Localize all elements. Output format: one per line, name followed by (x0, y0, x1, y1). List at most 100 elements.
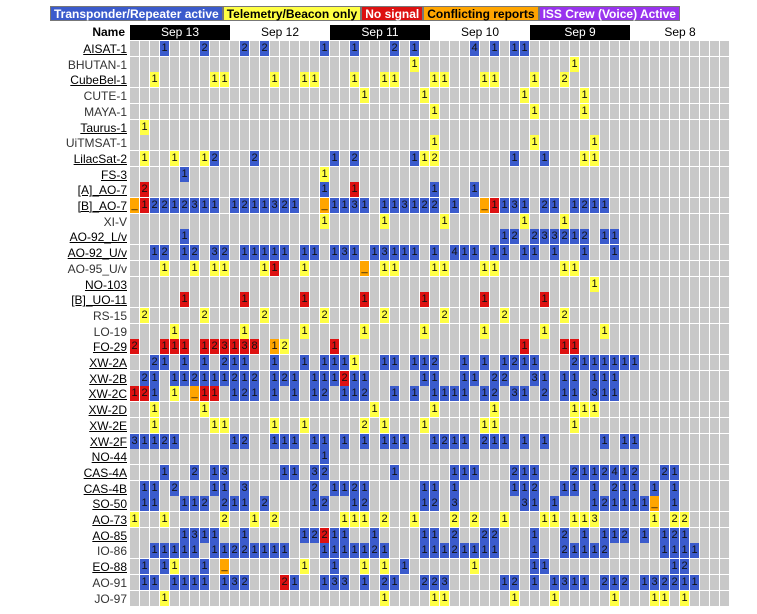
satellite-name[interactable]: FS-3 (100, 167, 127, 182)
status-cell (640, 56, 649, 72)
status-cell (440, 166, 449, 182)
status-cell (300, 88, 309, 104)
status-cell (630, 119, 639, 135)
status-cell (680, 72, 689, 88)
status-cell (160, 56, 169, 72)
satellite-name[interactable]: CAS-4B (83, 481, 127, 496)
status-cell (700, 103, 709, 119)
status-cell (710, 449, 719, 465)
status-cell: 1 (620, 355, 629, 370)
status-cell: 1 (580, 574, 589, 590)
status-cell (610, 512, 619, 527)
status-cell: 1 (630, 433, 639, 449)
status-cell: 1 (680, 543, 689, 559)
status-cell (460, 559, 469, 575)
status-cell: 1 (490, 245, 499, 261)
satellite-name[interactable]: [B]_AO-7 (77, 199, 127, 213)
status-cell (190, 276, 199, 292)
status-cell (370, 198, 379, 213)
satellite-name[interactable]: SO-50 (92, 497, 127, 512)
status-cell (420, 56, 429, 72)
satellite-name[interactable]: NO-44 (91, 450, 127, 465)
status-cell (430, 512, 439, 527)
satellite-name[interactable]: LilacSat-2 (73, 151, 127, 166)
satellite-name[interactable]: [A]_AO-7 (77, 183, 127, 198)
status-cell (700, 119, 709, 135)
status-cell (560, 464, 569, 480)
status-cell (250, 307, 259, 323)
status-cell (200, 119, 209, 135)
status-cell: 1 (180, 543, 189, 559)
satellite-name[interactable]: Taurus-1 (80, 120, 127, 135)
status-cell: 2 (230, 543, 239, 559)
status-cell (500, 323, 509, 339)
satellite-name: UiTMSAT-1 (65, 136, 127, 151)
satellite-name[interactable]: XW-2E (89, 418, 127, 433)
status-cell (620, 512, 629, 527)
satellite-name[interactable]: XW-2D (88, 403, 127, 418)
status-cell (460, 512, 469, 527)
status-cell (690, 135, 699, 151)
status-cell (420, 464, 429, 480)
status-cell (660, 260, 669, 276)
satellite-name[interactable]: NO-103 (84, 277, 127, 292)
status-cell (400, 307, 409, 323)
satellite-name[interactable]: CubeBel-1 (70, 73, 127, 88)
status-cell: 2 (200, 307, 209, 323)
status-cell (580, 213, 589, 229)
satellite-name[interactable]: AO-85 (92, 528, 127, 543)
status-cell (670, 41, 679, 56)
status-cell (460, 135, 469, 151)
status-cell: 1 (590, 150, 599, 166)
satellite-name[interactable]: XW-2B (89, 371, 127, 386)
satellite-name[interactable]: AO-92_L/v (69, 230, 127, 245)
status-cell: 1 (520, 41, 529, 56)
status-cell (570, 182, 579, 198)
status-cell (610, 56, 619, 72)
status-cell: 1 (300, 527, 309, 543)
status-cell: 1 (530, 72, 539, 88)
satellite-name[interactable]: XW-2A (89, 356, 127, 370)
satellite-name[interactable]: XW-2C (88, 387, 127, 402)
status-cell (320, 229, 329, 245)
status-cell (500, 103, 509, 119)
status-cell (370, 88, 379, 104)
status-cell (290, 276, 299, 292)
status-cell (130, 464, 139, 480)
status-cell (610, 41, 619, 56)
status-cell (200, 292, 209, 308)
satellite-name[interactable]: [B]_UO-11 (71, 293, 127, 308)
satellite-name[interactable]: EO-88 (92, 560, 127, 575)
status-cell (650, 292, 659, 308)
status-cell (650, 245, 659, 261)
status-cell (480, 182, 489, 198)
status-cell (620, 41, 629, 56)
status-cell (630, 41, 639, 56)
satellite-name: AO-91 (92, 575, 127, 590)
satellite-name[interactable]: FO-29 (92, 340, 127, 355)
satellite-name[interactable]: XW-2F (89, 434, 127, 449)
status-cell (500, 260, 509, 276)
status-cell: 1 (360, 512, 369, 527)
status-cell (450, 417, 459, 433)
status-cell: 1 (390, 245, 399, 261)
status-cell (330, 135, 339, 151)
status-cell (450, 370, 459, 386)
satellite-name[interactable]: AO-92_U/v (67, 246, 127, 261)
status-cell (220, 213, 229, 229)
status-cell (370, 182, 379, 198)
status-cell (130, 559, 139, 575)
status-cell (300, 512, 309, 527)
status-cell (710, 402, 719, 418)
status-cell (170, 417, 179, 433)
status-cell: 1 (130, 512, 139, 527)
status-cell: 1 (430, 433, 439, 449)
status-cell: 1 (260, 260, 269, 276)
status-cell (680, 386, 689, 402)
status-cell (140, 41, 149, 56)
satellite-name[interactable]: CAS-4A (83, 465, 127, 480)
satellite-name[interactable]: AO-73 (92, 513, 127, 527)
status-cell (520, 402, 529, 418)
satellite-name[interactable]: AISAT-1 (83, 42, 127, 56)
status-cell: 2 (130, 339, 139, 355)
